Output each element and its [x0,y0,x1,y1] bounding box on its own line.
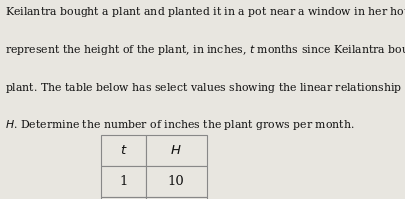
Bar [146,135,207,166]
Text: Keilantra bought a plant and planted it in a pot near a window in her house. Let: Keilantra bought a plant and planted it … [5,5,405,19]
Bar [101,135,146,166]
Bar [146,197,207,199]
Text: $H$: $H$ [171,144,182,157]
Text: $t$: $t$ [120,144,127,157]
Text: $H$. Determine the number of inches the plant grows per month.: $H$. Determine the number of inches the … [5,118,354,132]
Bar [146,166,207,197]
Text: represent the height of the plant, in inches, $t$ months since Keilantra bought : represent the height of the plant, in in… [5,43,405,57]
Text: 1: 1 [119,175,128,188]
Bar [101,166,146,197]
Bar [101,197,146,199]
Text: plant. The table below has select values showing the linear relationship between: plant. The table below has select values… [5,81,405,95]
Text: 10: 10 [168,175,185,188]
